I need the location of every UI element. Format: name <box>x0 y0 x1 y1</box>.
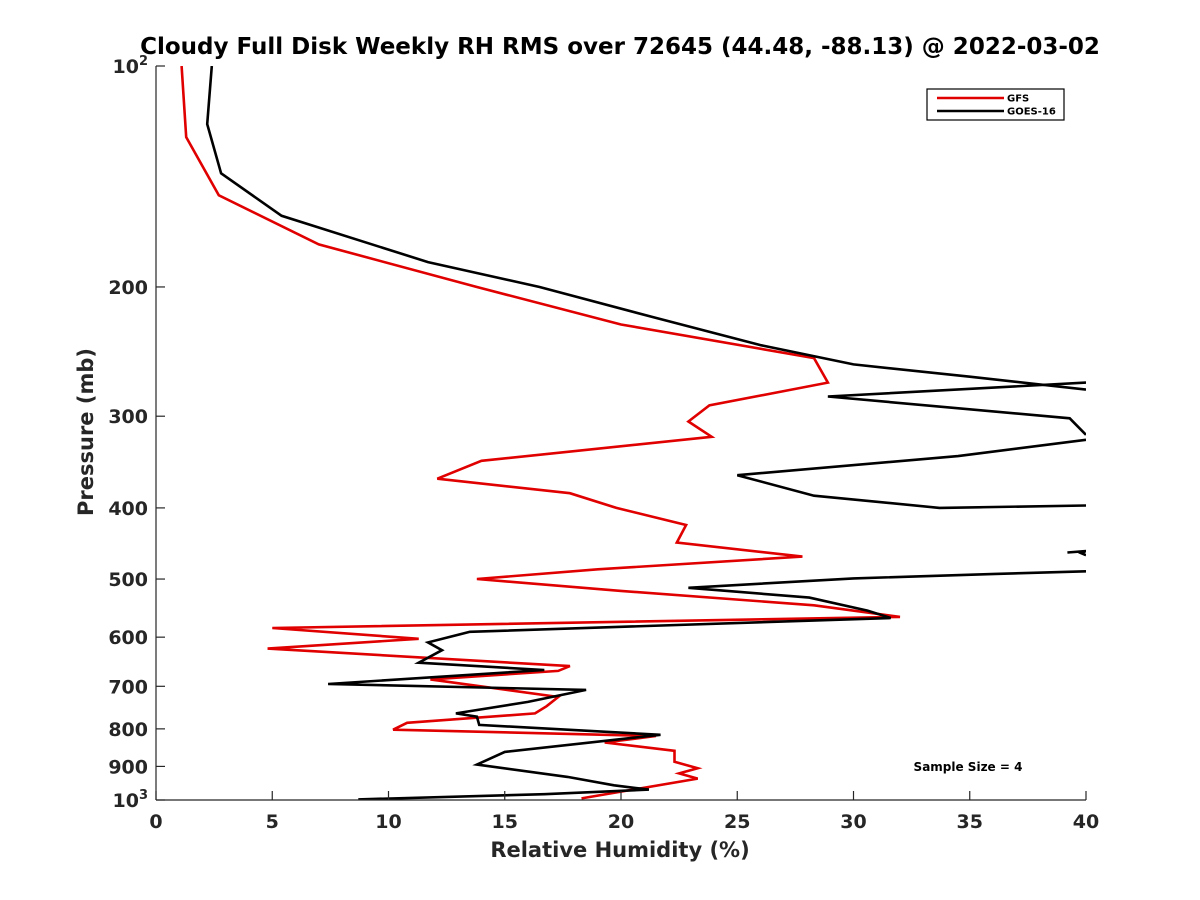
y-tick-label: 300 <box>108 406 148 428</box>
x-tick-label: 40 <box>1073 811 1099 833</box>
chart-title: Cloudy Full Disk Weekly RH RMS over 7264… <box>140 34 1100 60</box>
series-line-goes-16-segment-3 <box>736 438 1086 510</box>
x-tick-label: 35 <box>957 811 983 833</box>
x-tick-label: 10 <box>375 811 401 833</box>
y-tick-label: 700 <box>108 676 148 698</box>
y-axis-label: Pressure (mb) <box>74 348 98 516</box>
y-tick-label: 103 <box>113 788 149 812</box>
y-axis: 102 200 300 400 500 600 700 800 900 103 <box>108 54 165 812</box>
y-tick-label: 102 <box>113 54 149 78</box>
sample-size-annotation: Sample Size = 4 <box>914 760 1023 774</box>
y-tick-label: 600 <box>108 627 148 649</box>
x-tick-label: 25 <box>724 811 750 833</box>
series-line-goes-16-segment-5 <box>328 570 1086 800</box>
x-tick-label: 5 <box>266 811 279 833</box>
x-tick-label: 15 <box>492 811 518 833</box>
y-tick-label: 500 <box>108 569 148 591</box>
legend-box <box>926 88 1065 121</box>
series-line-goes-16-segment-2 <box>827 381 1086 436</box>
legend-label-goes-16: GOES-16 <box>1007 107 1056 118</box>
x-tick-label: 30 <box>840 811 866 833</box>
y-tick-label: 800 <box>108 719 148 741</box>
x-tick-label: 20 <box>608 811 634 833</box>
x-tick-label: 0 <box>149 811 162 833</box>
series-line-goes-16-segment-1 <box>205 66 1086 391</box>
x-axis-label: Relative Humidity (%) <box>490 838 749 862</box>
y-tick-label: 200 <box>108 277 148 299</box>
y-tick-label: 900 <box>108 756 148 778</box>
series-line-goes-16-segment-4 <box>1067 549 1086 557</box>
plot-area <box>155 66 1086 801</box>
series-lines <box>180 66 1086 800</box>
x-axis: 0 5 10 15 20 25 30 35 40 <box>149 791 1099 833</box>
y-tick-label: 400 <box>108 498 148 520</box>
legend: GFS GOES-16 <box>926 88 1065 121</box>
legend-label-gfs: GFS <box>1007 94 1029 105</box>
